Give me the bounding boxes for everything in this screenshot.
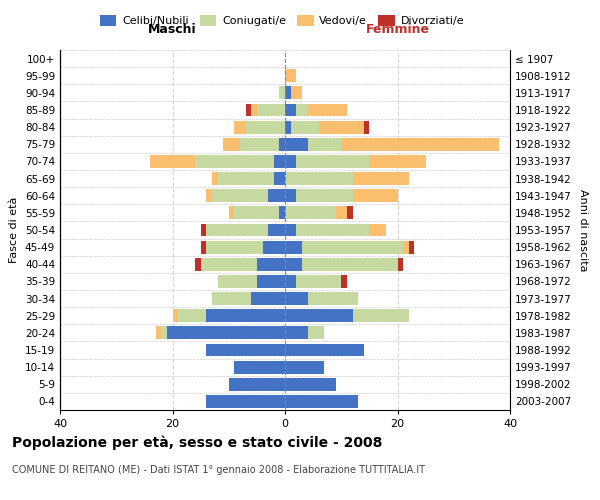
Bar	[347, 206, 353, 220]
Bar	[308, 292, 358, 305]
Bar	[285, 240, 302, 254]
Bar	[398, 258, 403, 270]
Bar	[161, 326, 167, 340]
Bar	[229, 206, 235, 220]
Bar	[353, 172, 409, 185]
Bar	[285, 344, 364, 356]
Bar	[212, 292, 251, 305]
Bar	[285, 378, 335, 390]
Bar	[251, 104, 257, 117]
Bar	[285, 138, 308, 150]
Bar	[319, 120, 364, 134]
Bar	[280, 86, 285, 100]
Bar	[308, 326, 325, 340]
Bar	[263, 240, 285, 254]
Bar	[302, 258, 398, 270]
Bar	[285, 292, 308, 305]
Bar	[285, 224, 296, 236]
Bar	[245, 104, 251, 117]
Bar	[206, 224, 268, 236]
Bar	[206, 240, 263, 254]
Bar	[308, 104, 347, 117]
Bar	[195, 155, 274, 168]
Bar	[218, 172, 274, 185]
Bar	[229, 378, 285, 390]
Bar	[268, 224, 285, 236]
Bar	[285, 206, 335, 220]
Bar	[178, 310, 206, 322]
Bar	[296, 190, 353, 202]
Bar	[353, 190, 398, 202]
Bar	[285, 172, 353, 185]
Bar	[223, 138, 240, 150]
Bar	[251, 292, 285, 305]
Bar	[285, 258, 302, 270]
Bar	[235, 206, 280, 220]
Bar	[341, 138, 499, 150]
Bar	[206, 310, 285, 322]
Bar	[257, 104, 285, 117]
Bar	[206, 190, 212, 202]
Bar	[212, 172, 218, 185]
Bar	[290, 120, 319, 134]
Bar	[290, 86, 302, 100]
Bar	[280, 138, 285, 150]
Bar	[285, 326, 308, 340]
Bar	[280, 206, 285, 220]
Bar	[409, 240, 415, 254]
Bar	[370, 224, 386, 236]
Bar	[235, 120, 245, 134]
Bar	[285, 155, 296, 168]
Bar	[150, 155, 195, 168]
Bar	[364, 120, 370, 134]
Bar	[285, 275, 296, 288]
Bar	[285, 190, 296, 202]
Bar	[296, 224, 370, 236]
Bar	[285, 104, 296, 117]
Bar	[173, 310, 178, 322]
Text: Maschi: Maschi	[148, 24, 197, 36]
Bar	[353, 310, 409, 322]
Y-axis label: Fasce di età: Fasce di età	[10, 197, 19, 263]
Bar	[257, 258, 285, 270]
Text: COMUNE DI REITANO (ME) - Dati ISTAT 1° gennaio 2008 - Elaborazione TUTTITALIA.IT: COMUNE DI REITANO (ME) - Dati ISTAT 1° g…	[12, 465, 425, 475]
Bar	[302, 240, 403, 254]
Bar	[285, 70, 296, 82]
Bar	[268, 190, 285, 202]
Bar	[206, 395, 285, 408]
Bar	[212, 190, 268, 202]
Bar	[195, 258, 200, 270]
Bar	[240, 138, 280, 150]
Bar	[285, 360, 325, 374]
Bar	[274, 172, 285, 185]
Bar	[341, 275, 347, 288]
Bar	[200, 258, 257, 270]
Bar	[285, 395, 358, 408]
Bar	[245, 120, 285, 134]
Bar	[335, 206, 347, 220]
Bar	[274, 155, 285, 168]
Bar	[308, 138, 341, 150]
Bar	[200, 240, 206, 254]
Bar	[200, 224, 206, 236]
Bar	[235, 360, 285, 374]
Bar	[257, 275, 285, 288]
Bar	[206, 344, 285, 356]
Bar	[296, 275, 341, 288]
Bar	[296, 155, 370, 168]
Bar	[403, 240, 409, 254]
Bar	[296, 104, 308, 117]
Y-axis label: Anni di nascita: Anni di nascita	[578, 188, 588, 271]
Bar	[218, 275, 257, 288]
Text: Popolazione per età, sesso e stato civile - 2008: Popolazione per età, sesso e stato civil…	[12, 435, 382, 450]
Bar	[370, 155, 425, 168]
Bar	[155, 326, 161, 340]
Text: Femmine: Femmine	[365, 24, 430, 36]
Bar	[167, 326, 285, 340]
Bar	[285, 310, 353, 322]
Legend: Celibi/Nubili, Coniugati/e, Vedovi/e, Divorziati/e: Celibi/Nubili, Coniugati/e, Vedovi/e, Di…	[95, 10, 469, 31]
Bar	[285, 120, 290, 134]
Bar	[285, 86, 290, 100]
